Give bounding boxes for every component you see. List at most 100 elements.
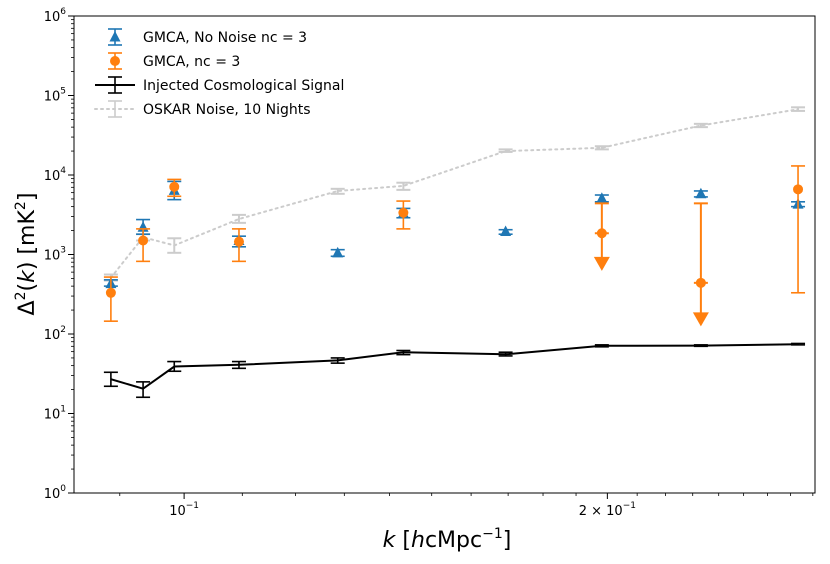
data-point (791, 165, 806, 294)
y-tick-exponent: 6 (60, 7, 66, 17)
x-tick-label: 2 × 10−1 (579, 501, 636, 519)
data-point (103, 276, 118, 322)
marker-circle (398, 207, 409, 218)
data-point (498, 351, 513, 357)
legend-label: Injected Cosmological Signal (143, 78, 344, 94)
legend-marker-circle (110, 56, 120, 66)
legend-label: GMCA, nc = 3 (143, 54, 240, 70)
marker-circle (169, 181, 180, 192)
marker-circle (596, 228, 607, 239)
legend-entry: OSKAR Noise, 10 Nights (94, 100, 311, 118)
data-point (103, 371, 118, 388)
x-tick-exponent: −1 (623, 501, 636, 511)
y-tick-exponent: 1 (60, 405, 66, 415)
y-title-square: 2 (13, 291, 29, 300)
y-tick-label: 102 (44, 325, 66, 343)
legend: GMCA, No Noise nc = 3 GMCA, nc = 3 Injecte… (94, 28, 344, 118)
y-tick-base: 10 (44, 249, 61, 264)
data-point (231, 213, 246, 224)
data-point (498, 148, 513, 153)
y-title-delta: Δ (15, 300, 40, 315)
data-point (692, 202, 709, 327)
legend-entry: GMCA, No Noise nc = 3 (108, 28, 307, 46)
y-tick-base: 10 (44, 90, 61, 105)
data-point (330, 357, 345, 364)
data-point (167, 178, 182, 198)
y-tick-label: 101 (44, 405, 66, 423)
x-tick-exponent: −1 (186, 501, 199, 511)
series-1 (103, 165, 806, 327)
y-title-close: ] (15, 193, 40, 202)
data-point (167, 360, 182, 373)
y-tick-label: 103 (44, 246, 66, 264)
data-point (593, 202, 610, 271)
y-tick-base: 10 (44, 408, 61, 423)
y-axis-title: Δ2(k) [mK2] (13, 193, 40, 316)
data-point (594, 192, 609, 203)
data-point (330, 187, 345, 195)
x-title-close: ] (503, 528, 512, 553)
marker-triangle (500, 225, 512, 236)
data-point (498, 225, 513, 236)
marker-circle (105, 287, 116, 298)
y-tick-base: 10 (44, 169, 61, 184)
data-point (396, 181, 411, 191)
data-point (167, 237, 182, 254)
y-tick-base: 10 (44, 328, 61, 343)
y-title-unit: ) [mK (15, 210, 40, 271)
data-point (594, 145, 609, 151)
legend-handle (108, 28, 122, 46)
legend-label: OSKAR Noise, 10 Nights (143, 102, 311, 118)
y-tick-label: 104 (44, 166, 67, 184)
marker-circle (695, 277, 706, 288)
data-point (791, 342, 806, 346)
legend-handle (95, 76, 135, 94)
x-tick-label: 10−1 (169, 501, 199, 519)
x-title-h: h (411, 528, 425, 553)
legend-handle (94, 100, 136, 118)
series-0 (103, 180, 806, 289)
data-point (136, 381, 151, 399)
marker-circle (233, 236, 244, 247)
data-point (136, 228, 151, 263)
marker-triangle (596, 192, 608, 203)
y-tick-base: 10 (44, 10, 61, 25)
y-title-k: k (15, 269, 40, 283)
plot-layer (103, 106, 806, 399)
x-tick-base: 10 (606, 504, 623, 519)
y-tick-exponent: 0 (60, 484, 66, 494)
x-title-exponent: −1 (482, 526, 503, 542)
y-tick-exponent: 2 (60, 325, 66, 335)
y-tick-label: 100 (44, 484, 67, 502)
legend-marker-triangle (109, 31, 121, 42)
data-point (693, 187, 708, 199)
x-title-k: k (383, 528, 397, 553)
data-point (330, 246, 345, 258)
data-point (231, 360, 246, 370)
upper-limit-arrow (692, 312, 709, 327)
legend-label: GMCA, No Noise nc = 3 (143, 30, 307, 46)
series-line (109, 108, 799, 279)
upper-limit-arrow (593, 256, 610, 271)
series-2 (103, 342, 806, 399)
data-point (693, 122, 708, 129)
y-title-open: ( (15, 283, 40, 292)
y-tick-exponent: 4 (60, 166, 66, 176)
y-tick-exponent: 3 (60, 246, 66, 256)
data-point (594, 344, 609, 348)
x-title-bracket: [ (395, 528, 411, 553)
x-title-unit: cMpc (425, 528, 482, 553)
marker-circle (138, 235, 149, 246)
marker-triangle (332, 246, 344, 258)
y-tick-base: 10 (44, 487, 61, 502)
x-axis-title: k [hcMpc−1] (383, 526, 512, 553)
data-point (231, 228, 246, 263)
marker-circle (793, 184, 804, 195)
x-tick-base: 10 (169, 504, 186, 519)
data-point (396, 200, 411, 230)
legend-handle (108, 52, 122, 70)
data-point (791, 106, 806, 112)
series-line (110, 343, 799, 390)
